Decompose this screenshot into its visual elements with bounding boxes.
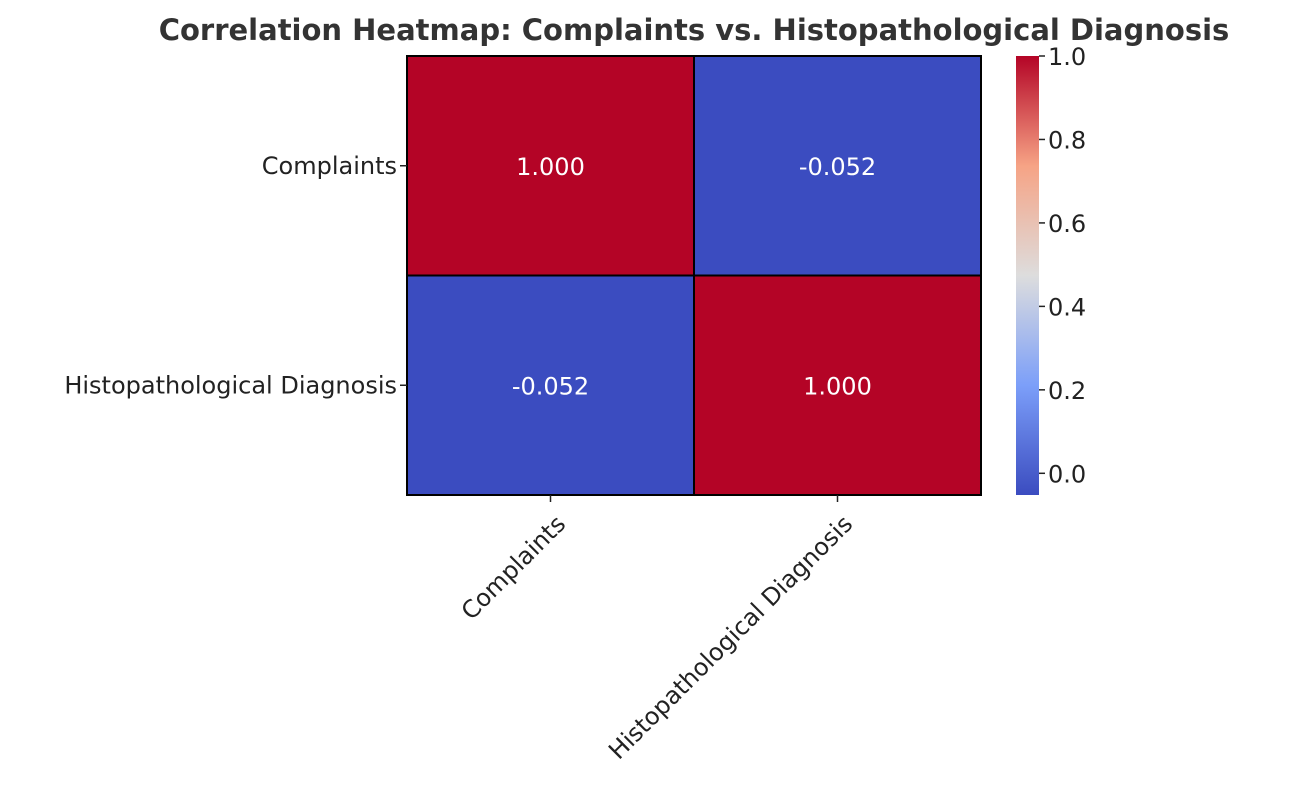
heatmap-cell-r1-c0	[406, 274, 695, 496]
heatmap-cell-r0-c1	[693, 55, 982, 277]
colorbar: 0.0 0.2 0.4 0.6 0.8 1.0	[1016, 43, 1086, 495]
cell-value-r0-c1: -0.052	[799, 153, 876, 181]
cell-value-r1-c1: 1.000	[803, 372, 872, 400]
y-axis-ticks: Complaints Histopathological Diagnosis	[64, 152, 407, 399]
colorbar-tick-label-0: 0.0	[1048, 460, 1086, 488]
y-tick-label-0: Complaints	[262, 152, 397, 180]
heatmap-cell-r1-c1	[693, 274, 982, 496]
colorbar-tick-label-2: 0.4	[1048, 293, 1086, 321]
heatmap-cell-labels: 1.000 -0.052 -0.052 1.000	[512, 153, 876, 401]
y-tick-label-1: Histopathological Diagnosis	[64, 371, 397, 399]
heatmap-cell-r0-c0	[406, 55, 695, 277]
chart-title: Correlation Heatmap: Complaints vs. Hist…	[159, 13, 1230, 47]
colorbar-tick-label-1: 0.2	[1048, 377, 1086, 405]
colorbar-tick-label-4: 0.8	[1048, 126, 1086, 154]
colorbar-gradient	[1016, 56, 1039, 495]
x-tick-label-0: Complaints	[456, 510, 571, 625]
x-axis-ticks: Complaints Histopathological Diagnosis	[456, 495, 858, 765]
cell-value-r1-c0: -0.052	[512, 372, 589, 400]
colorbar-tick-label-5: 1.0	[1048, 43, 1086, 71]
heatmap-cells	[406, 55, 982, 496]
colorbar-tick-label-3: 0.6	[1048, 210, 1086, 238]
x-tick-label-1: Histopathological Diagnosis	[603, 510, 858, 765]
cell-value-r0-c0: 1.000	[516, 153, 585, 181]
